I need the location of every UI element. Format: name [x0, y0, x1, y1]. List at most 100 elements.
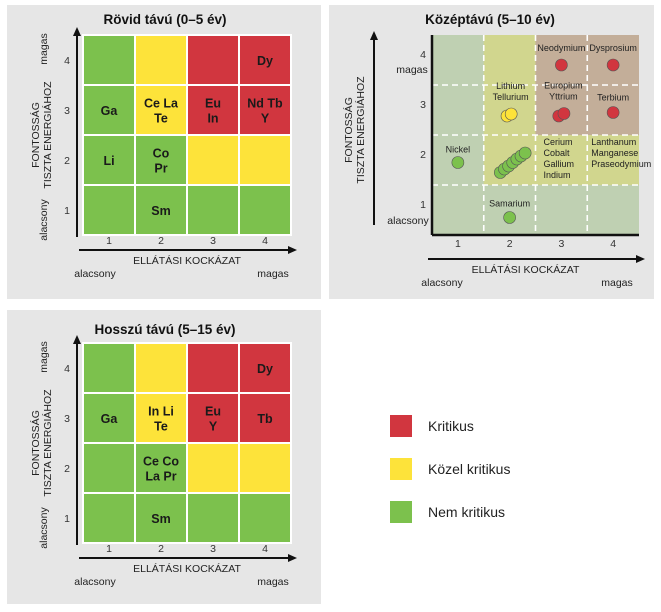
heatmap-cell: [186, 492, 240, 544]
x-axis-low-label: alacsony: [74, 268, 116, 280]
cell-label: Dy: [257, 362, 273, 376]
x-axis-high-label: magas: [257, 576, 289, 588]
point-label: Tellurium: [493, 92, 529, 102]
x-tick-label: 2: [158, 235, 164, 247]
cell-label: Ga: [101, 412, 119, 426]
heatmap-cell: [82, 184, 136, 236]
x-tick-label: 1: [455, 238, 461, 250]
y-axis-low-label: alacsony: [387, 215, 429, 227]
data-point: [518, 146, 532, 160]
y-tick-label: 1: [420, 199, 426, 211]
cell-label: Nd Tb: [247, 97, 283, 111]
cell-label: Eu: [205, 405, 221, 419]
heatmap-cell: [82, 342, 136, 394]
point-label: Manganese: [591, 148, 638, 158]
cell-label: Te: [154, 420, 168, 434]
y-axis-low-label: alacsony: [38, 507, 50, 549]
cell-label: Ce Co: [143, 455, 179, 469]
x-axis-low-label: alacsony: [421, 277, 463, 289]
heatmap-cell: [82, 84, 136, 136]
point-label: Cerium: [544, 137, 573, 147]
heatmap-cell: [238, 34, 292, 86]
x-axis-title: ELLÁTÁSI KOCKÁZAT: [133, 254, 241, 267]
cell-label: In: [207, 112, 218, 126]
heatmap-cell: [82, 492, 136, 544]
y-axis-title-line2: TISZTA ENERGIÁHOZ: [41, 389, 54, 497]
legend-label: Közel kritikus: [428, 461, 510, 477]
point-label: Gallium: [544, 159, 575, 169]
x-axis-high-label: magas: [257, 268, 289, 280]
point-label: Lithium: [496, 81, 525, 91]
cell-label: Co: [153, 147, 170, 161]
cell-label: Pr: [154, 162, 167, 176]
x-tick-label: 2: [158, 543, 164, 555]
cell-label: Ce La: [144, 97, 179, 111]
y-tick-label: 3: [64, 413, 70, 425]
heatmap-cell: [134, 34, 188, 86]
chart-panel-1: Középtávú (5–10 év) Nickel Samarium Lithium…: [329, 5, 654, 299]
cell-label: Li: [103, 154, 114, 168]
point-label: Yttrium: [549, 92, 578, 102]
heatmap-cell: [134, 134, 188, 186]
chart-title: Rövid távú (0–5 év): [103, 12, 226, 27]
x-axis-high-label: magas: [601, 277, 633, 289]
cell-label: Y: [209, 420, 218, 434]
y-axis-title-line2: TISZTA ENERGIÁHOZ: [41, 81, 54, 189]
cell-label: La Pr: [145, 470, 176, 484]
y-tick-label: 1: [64, 205, 70, 217]
point-label: Terbium: [597, 93, 629, 103]
cell-label: Sm: [151, 204, 170, 218]
data-point: [606, 58, 620, 72]
heatmap-cell: [134, 442, 188, 494]
heatmap-cell: [238, 492, 292, 544]
arrow-head: [73, 27, 81, 36]
point-label: Dysprosium: [589, 43, 637, 53]
point-label: Nickel: [446, 145, 471, 155]
y-axis-low-label: alacsony: [38, 199, 50, 241]
legend: Kritikus Közel kritikus Nem kritikus: [390, 415, 510, 523]
x-tick-label: 1: [106, 235, 112, 247]
legend-swatch: [390, 501, 412, 523]
x-tick-label: 4: [262, 235, 268, 247]
cell-label: Sm: [151, 512, 170, 526]
heatmap-cell: [186, 442, 240, 494]
x-tick-label: 2: [507, 238, 513, 250]
heatmap-cell: [186, 34, 240, 86]
arrow-head: [288, 554, 297, 562]
legend-label: Kritikus: [428, 418, 474, 434]
y-tick-label: 4: [64, 55, 70, 67]
data-point: [503, 211, 516, 224]
heatmap-cell: [238, 184, 292, 236]
heatmap-cell: [82, 392, 136, 444]
y-tick-label: 3: [64, 105, 70, 117]
cell-label: Dy: [257, 54, 273, 68]
cell-label: Eu: [205, 97, 221, 111]
y-tick-label: 4: [420, 49, 426, 61]
point-label: Praseodymium: [591, 159, 651, 169]
x-axis-title: ELLÁTÁSI KOCKÁZAT: [472, 263, 580, 276]
cell-label: Ga: [101, 104, 119, 118]
heatmap-cell: [134, 184, 188, 236]
heatmap-cell: [238, 134, 292, 186]
heatmap-cell: [238, 442, 292, 494]
y-tick-label: 2: [64, 463, 70, 475]
point-label: Cobalt: [544, 148, 571, 158]
cell-label: In Li: [148, 405, 174, 419]
legend-swatch: [390, 458, 412, 480]
arrow-head: [288, 246, 297, 254]
cell-label: Tb: [257, 412, 273, 426]
heatmap-cell: [186, 134, 240, 186]
data-point: [606, 106, 620, 119]
point-label: Neodymium: [537, 43, 585, 53]
cell-label: Te: [154, 112, 168, 126]
y-axis-high-label: magas: [396, 64, 428, 76]
data-point: [555, 58, 568, 72]
point-label: Europium: [544, 81, 583, 91]
x-axis-title: ELLÁTÁSI KOCKÁZAT: [133, 562, 241, 575]
arrow-head: [73, 335, 81, 344]
x-tick-label: 3: [210, 235, 216, 247]
heatmap-cell: [186, 184, 240, 236]
